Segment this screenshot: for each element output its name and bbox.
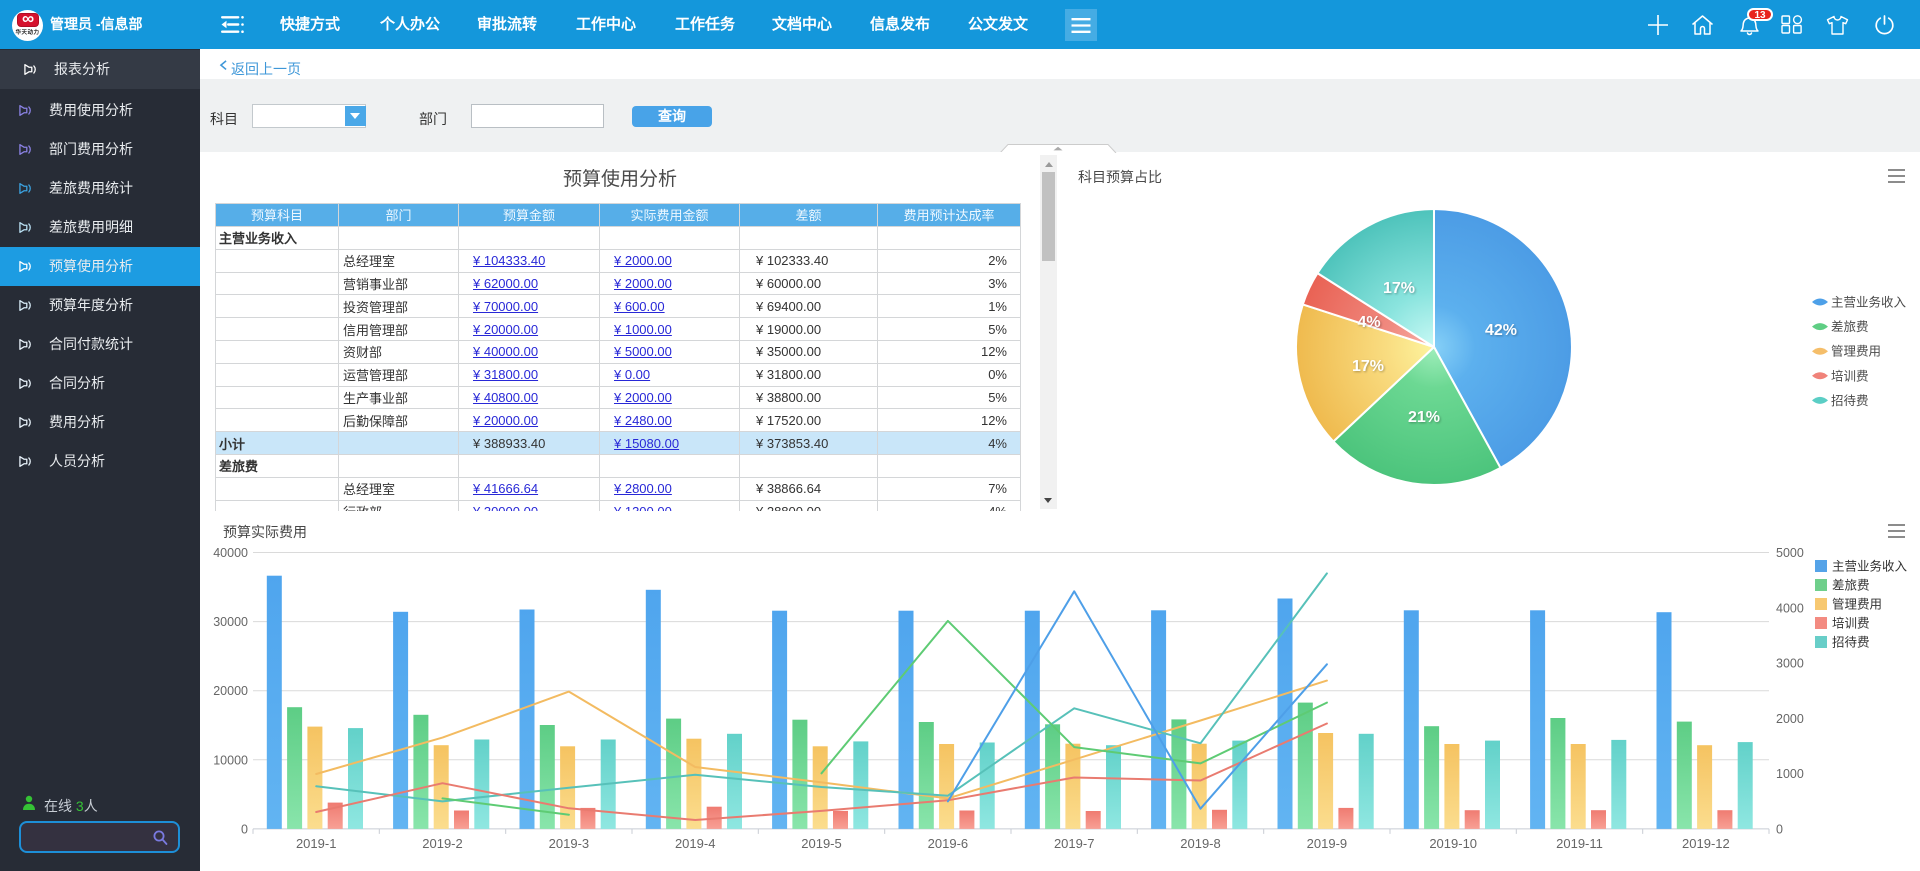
svg-text:差旅费: 差旅费 xyxy=(1832,579,1870,593)
svg-text:2019-10: 2019-10 xyxy=(1429,836,1477,851)
svg-text:42%: 42% xyxy=(1485,322,1517,339)
svg-text:培训费: 培训费 xyxy=(1832,616,1870,631)
svg-text:17%: 17% xyxy=(1383,280,1415,297)
svg-text:管理费用: 管理费用 xyxy=(1832,597,1882,612)
svg-text:30000: 30000 xyxy=(213,615,248,629)
svg-text:10000: 10000 xyxy=(213,753,248,767)
svg-text:2019-4: 2019-4 xyxy=(675,836,715,851)
svg-text:4000: 4000 xyxy=(1776,601,1804,615)
svg-text:2019-1: 2019-1 xyxy=(296,836,336,851)
svg-text:招待费: 招待费 xyxy=(1832,636,1870,650)
svg-text:0: 0 xyxy=(1776,822,1783,836)
svg-text:5000: 5000 xyxy=(1776,546,1804,560)
svg-text:预算实际费用: 预算实际费用 xyxy=(223,524,307,540)
svg-text:2019-8: 2019-8 xyxy=(1180,836,1220,851)
svg-text:2019-7: 2019-7 xyxy=(1054,836,1094,851)
svg-text:2019-6: 2019-6 xyxy=(928,836,968,851)
svg-text:2019-12: 2019-12 xyxy=(1682,836,1730,851)
svg-text:科目预算占比: 科目预算占比 xyxy=(1078,169,1162,185)
svg-text:2019-9: 2019-9 xyxy=(1307,836,1347,851)
svg-text:2019-5: 2019-5 xyxy=(801,836,841,851)
svg-text:1000: 1000 xyxy=(1776,767,1804,781)
svg-text:差旅费: 差旅费 xyxy=(1831,320,1869,334)
svg-text:2019-2: 2019-2 xyxy=(422,836,462,851)
svg-text:管理费用: 管理费用 xyxy=(1831,344,1881,359)
svg-text:2019-3: 2019-3 xyxy=(549,836,589,851)
svg-text:主营业务收入: 主营业务收入 xyxy=(1831,295,1907,310)
svg-text:0: 0 xyxy=(241,822,248,836)
svg-text:4%: 4% xyxy=(1357,314,1380,331)
svg-text:2019-11: 2019-11 xyxy=(1556,836,1603,851)
svg-text:40000: 40000 xyxy=(213,546,248,560)
svg-text:招待费: 招待费 xyxy=(1831,394,1869,408)
svg-text:17%: 17% xyxy=(1352,358,1384,375)
svg-text:2000: 2000 xyxy=(1776,712,1804,726)
svg-text:21%: 21% xyxy=(1408,409,1440,426)
svg-text:20000: 20000 xyxy=(213,684,248,698)
svg-text:3000: 3000 xyxy=(1776,657,1804,671)
svg-text:主营业务收入: 主营业务收入 xyxy=(1832,559,1908,574)
svg-text:培训费: 培训费 xyxy=(1831,368,1869,383)
